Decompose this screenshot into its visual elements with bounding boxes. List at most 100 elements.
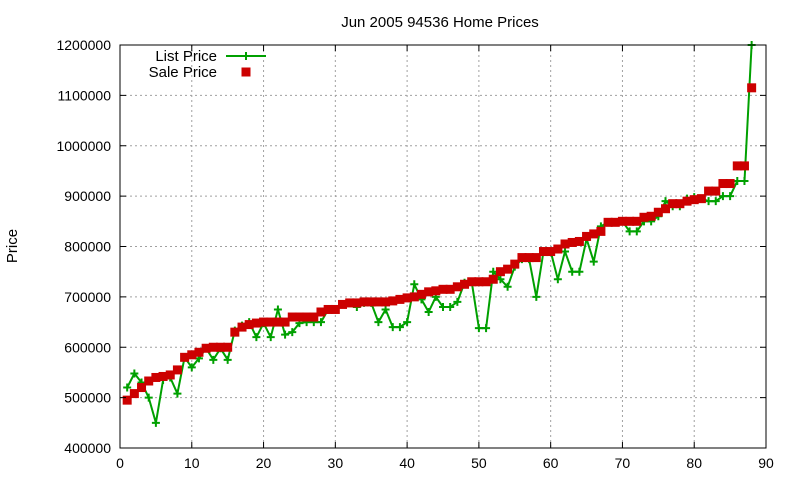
sale-price-point	[732, 161, 742, 171]
y-tick-label: 400000	[64, 440, 111, 456]
legend-label-list-price: List Price	[155, 48, 217, 65]
list-price-point	[453, 297, 462, 306]
sale-price-point	[711, 186, 721, 196]
list-price-point	[173, 389, 182, 398]
list-price-point	[740, 177, 749, 186]
sale-price-point	[338, 299, 348, 309]
y-tick-label: 1000000	[56, 138, 111, 154]
sale-price-point	[467, 277, 477, 287]
sale-price-point	[689, 195, 699, 205]
sale-price-point	[144, 376, 154, 386]
x-tick-label: 80	[686, 455, 702, 471]
sale-price-point	[668, 199, 678, 209]
sale-price-point	[517, 253, 527, 263]
sale-price-point	[345, 298, 355, 308]
list-price-point	[503, 282, 512, 291]
sale-price-point	[481, 277, 491, 287]
sale-price-point	[402, 293, 412, 303]
sale-price-point	[739, 161, 749, 171]
y-tick-label: 700000	[64, 289, 111, 305]
sale-price-point	[302, 312, 312, 322]
list-price-point	[482, 324, 491, 333]
y-tick-label: 600000	[64, 339, 111, 355]
sale-price-point	[187, 350, 197, 360]
sale-price-point	[352, 298, 362, 308]
legend: List Price Sale Price	[149, 48, 266, 81]
list-price-point	[395, 323, 404, 332]
y-tick-label: 1200000	[56, 37, 111, 53]
sale-price-point	[137, 383, 147, 393]
sale-price-point	[294, 312, 304, 322]
list-price-point	[288, 328, 297, 337]
list-price-point	[446, 302, 455, 311]
y-tick-label: 1100000	[58, 87, 112, 103]
list-price-point	[632, 227, 641, 236]
sale-price-point	[287, 312, 297, 322]
sale-price-point	[452, 282, 462, 292]
list-price-point	[252, 333, 261, 342]
sale-price-point	[388, 296, 398, 306]
sale-price-point	[373, 297, 383, 307]
sale-price-point	[309, 312, 319, 322]
sale-price-point	[546, 247, 556, 257]
sale-price-point	[682, 196, 692, 206]
sale-price-point	[567, 237, 577, 247]
sale-price-point	[129, 389, 139, 399]
sale-price-point	[194, 347, 204, 357]
list-price-point	[187, 363, 196, 372]
sale-price-point	[323, 304, 333, 314]
sale-price-point	[503, 264, 513, 274]
list-price-point	[410, 280, 419, 289]
sale-price-point	[251, 318, 261, 328]
sale-price-point	[625, 216, 635, 226]
sale-price-point	[201, 343, 211, 353]
sale-price-point	[445, 284, 455, 294]
list-price-point	[266, 333, 275, 342]
sale-price-point	[704, 186, 714, 196]
sale-price-point	[560, 239, 570, 249]
x-tick-label: 90	[758, 455, 774, 471]
x-tick-label: 10	[184, 455, 200, 471]
list-price-point	[388, 323, 397, 332]
list-price-point	[374, 318, 383, 327]
chart-title: Jun 2005 94536 Home Prices	[341, 14, 539, 31]
list-price-point	[316, 318, 325, 327]
sale-price-point	[610, 217, 620, 227]
sale-price-point	[359, 297, 369, 307]
plot-series	[122, 41, 757, 427]
list-price-point	[704, 197, 713, 206]
legend-label-sale-price: Sale Price	[149, 64, 217, 81]
sale-price-point	[596, 226, 606, 236]
list-price-point	[439, 302, 447, 311]
sale-price-point	[617, 216, 627, 226]
list-price-point	[151, 418, 160, 427]
y-tick-label: 900000	[64, 188, 111, 204]
list-price-point	[532, 292, 541, 301]
sale-price-point	[531, 253, 541, 263]
list-price-point	[130, 369, 139, 378]
sale-price-point	[582, 231, 592, 241]
sale-price-point	[208, 342, 218, 352]
list-price-point	[489, 267, 498, 276]
sale-price-point	[180, 352, 190, 362]
sale-price-point	[316, 307, 326, 317]
list-price-point	[661, 197, 670, 206]
list-price-point	[711, 197, 720, 206]
list-price-point	[123, 383, 132, 392]
sale-price-point	[223, 342, 233, 352]
list-price-line	[126, 44, 753, 424]
sale-price-point	[474, 277, 484, 287]
sale-price-point	[259, 317, 269, 327]
sale-price-point	[416, 289, 426, 299]
list-price-point	[424, 307, 433, 316]
list-price-point	[273, 305, 282, 314]
x-tick-label: 50	[471, 455, 487, 471]
sale-price-point	[747, 83, 757, 93]
list-price-point	[726, 192, 735, 201]
sale-price-point	[574, 236, 584, 246]
list-price-point	[144, 393, 153, 402]
sale-price-point	[266, 317, 276, 327]
sale-price-point	[151, 372, 161, 382]
sale-price-point	[696, 194, 706, 204]
x-tick-label: 70	[615, 455, 631, 471]
